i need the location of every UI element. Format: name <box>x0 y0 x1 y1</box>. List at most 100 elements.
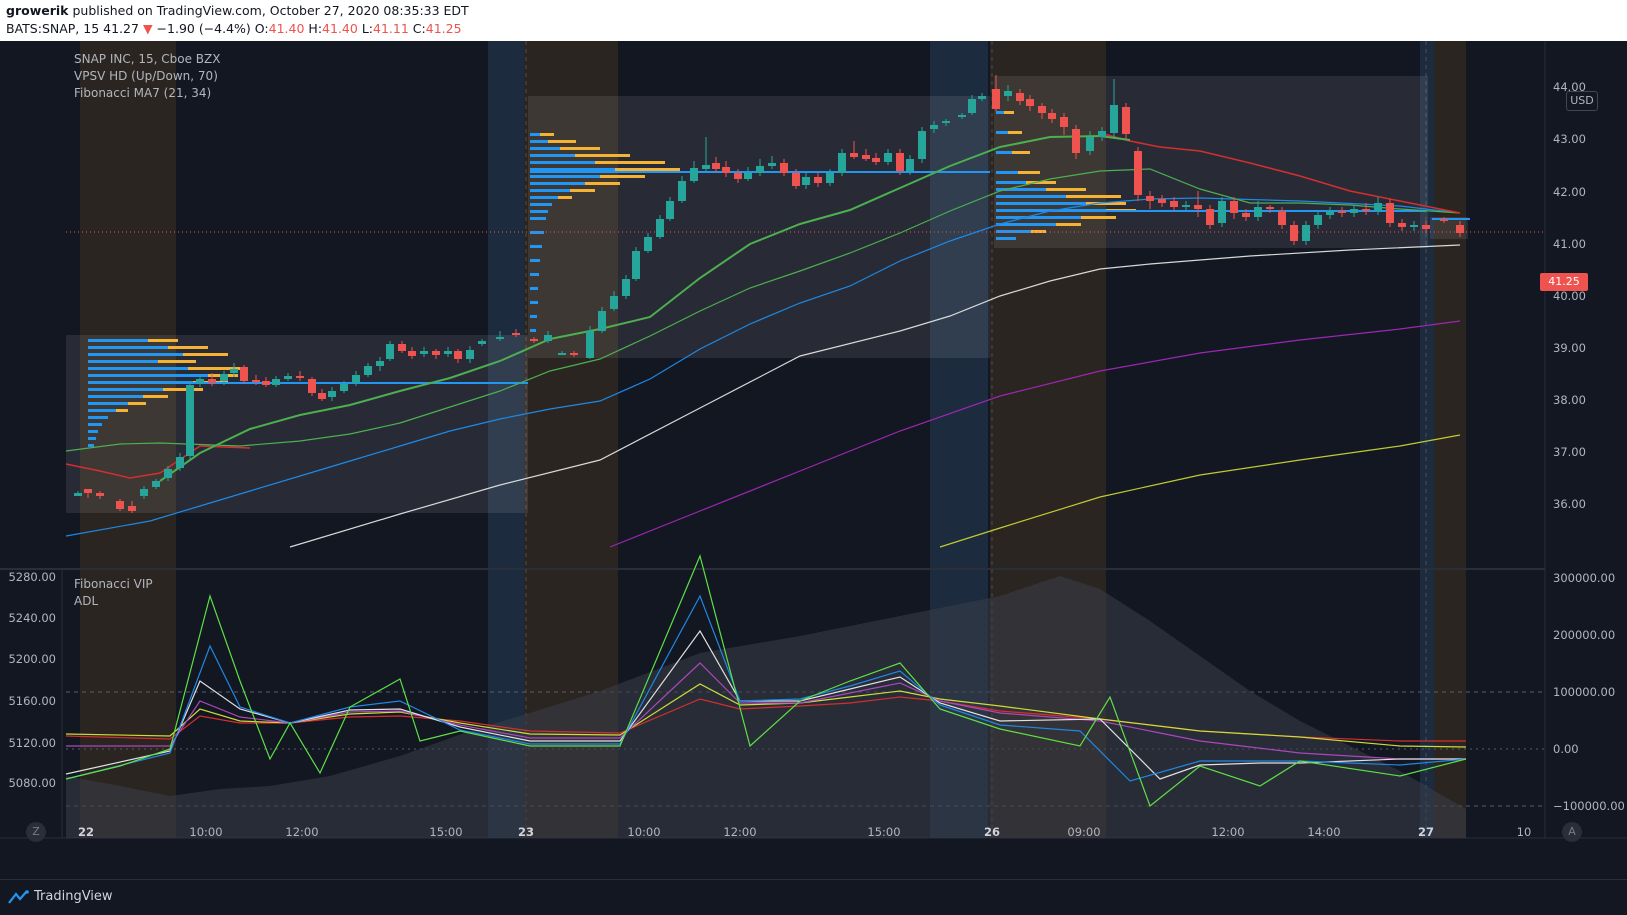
candle-body <box>1098 131 1106 137</box>
candle-body <box>1086 137 1094 151</box>
session-afterhours-26 <box>1420 41 1434 838</box>
vpsv-legend[interactable]: VPSV HD (Up/Down, 70) <box>74 69 218 83</box>
adl-legend[interactable]: ADL <box>74 594 99 608</box>
candle-body <box>96 493 104 496</box>
open-label: O: <box>254 21 269 36</box>
candle-body <box>1060 117 1068 127</box>
candle-body <box>958 115 966 117</box>
osc-axis-label: 300000.00 <box>1553 571 1616 585</box>
candle-body <box>942 121 950 123</box>
candle-body <box>230 369 238 373</box>
candle-body <box>512 333 520 335</box>
volume-profile-box-22 <box>66 335 528 513</box>
last-price: 41.27 <box>103 21 139 36</box>
chart-area[interactable]: SNAP INC, 15, Cboe BZX VPSV HD (Up/Down,… <box>0 41 1627 879</box>
candle-body <box>780 163 788 173</box>
price-axis-label: 38.00 <box>1553 393 1586 407</box>
candle-body <box>1170 201 1178 207</box>
price-axis-label: 39.00 <box>1553 341 1586 355</box>
auto-scale-left-button[interactable]: Z <box>26 822 46 842</box>
candle-body <box>1338 211 1346 213</box>
time-axis-label: 27 <box>1417 825 1434 839</box>
candle-body <box>478 341 486 344</box>
left-axis-label: 5080.00 <box>8 776 56 790</box>
time-axis-label: 26 <box>983 825 1000 839</box>
publish-text: published on TradingView.com, October 27… <box>68 3 469 18</box>
chart-canvas[interactable] <box>0 41 1627 879</box>
candle-body <box>968 99 976 113</box>
candle-body <box>272 379 280 385</box>
candle-body <box>610 296 618 309</box>
candle-body <box>340 384 348 391</box>
candle-body <box>838 153 846 173</box>
fib-ma-legend[interactable]: Fibonacci MA7 (21, 34) <box>74 86 212 100</box>
time-axis-label: 12:00 <box>285 825 319 839</box>
session-premarket-27 <box>1434 41 1466 838</box>
vip-yellow-line <box>65 683 1467 748</box>
candle-body <box>454 351 462 359</box>
time-axis-label: 15:00 <box>429 825 463 839</box>
candle-body <box>364 366 372 375</box>
candle-body <box>240 367 248 381</box>
candle-body <box>918 131 926 159</box>
candle-body <box>1410 225 1418 227</box>
candle-body <box>744 173 752 179</box>
candle-body <box>756 166 764 173</box>
candle-body <box>598 311 606 331</box>
low-value: 41.11 <box>373 21 409 36</box>
candle-body <box>420 351 428 354</box>
left-axis-label: 5200.00 <box>8 652 56 666</box>
candle-body <box>496 337 504 339</box>
candle-body <box>678 181 686 201</box>
time-axis-label: 23 <box>517 825 534 839</box>
candle-body <box>1110 105 1118 133</box>
candle-body <box>398 344 406 351</box>
candle-body <box>850 153 858 157</box>
candle-body <box>444 351 452 354</box>
auto-scale-right-button[interactable]: A <box>1562 822 1582 842</box>
candle-body <box>586 331 594 358</box>
price-axis-label: 44.00 <box>1553 80 1586 94</box>
candle-body <box>1398 223 1406 227</box>
candle-body <box>1230 201 1238 213</box>
publish-info: growerik published on TradingView.com, O… <box>6 3 469 18</box>
ma-red-line <box>65 132 1461 479</box>
publisher-name[interactable]: growerik <box>6 3 69 18</box>
candle-body <box>220 374 228 381</box>
left-axis-label: 5160.00 <box>8 694 56 708</box>
candle-body <box>1016 93 1024 101</box>
candle-body <box>408 351 416 356</box>
osc-axis-label: 100000.00 <box>1553 685 1616 699</box>
candle-body <box>558 353 566 355</box>
candle-body <box>1218 201 1226 223</box>
candle-body <box>252 380 260 382</box>
tradingview-brand: TradingView <box>34 889 113 904</box>
candle-body <box>884 153 892 162</box>
fib-vip-legend[interactable]: Fibonacci VIP <box>74 577 153 591</box>
ma-blue-line <box>65 197 1461 537</box>
candle-body <box>792 173 800 186</box>
time-axis-label: 12:00 <box>723 825 757 839</box>
ma-purple-line <box>609 320 1461 548</box>
osc-axis-label: −100000.00 <box>1553 799 1625 813</box>
candle-body <box>140 489 148 496</box>
candle-body <box>1072 129 1080 153</box>
tradingview-logo[interactable]: TradingView <box>8 889 113 904</box>
ma-green-thin-line <box>65 168 1461 452</box>
candle-body <box>1134 151 1142 195</box>
candle-body <box>386 344 394 359</box>
candle-body <box>814 177 822 183</box>
candle-body <box>116 501 124 509</box>
candle-body <box>768 163 776 166</box>
candle-body <box>722 167 730 173</box>
ma-green-thick-line <box>159 134 1131 482</box>
candle-body <box>1278 211 1286 225</box>
candle-body <box>712 163 720 169</box>
osc-pane-legend: Fibonacci VIP ADL <box>74 576 153 610</box>
candle-body <box>186 385 194 456</box>
currency-button[interactable]: USD <box>1566 91 1598 111</box>
vip-purple-line <box>66 662 1466 760</box>
osc-axis-label: 0.00 <box>1553 742 1579 756</box>
symbol-legend[interactable]: SNAP INC, 15, Cboe BZX <box>74 52 221 66</box>
low-label: L: <box>361 21 374 36</box>
